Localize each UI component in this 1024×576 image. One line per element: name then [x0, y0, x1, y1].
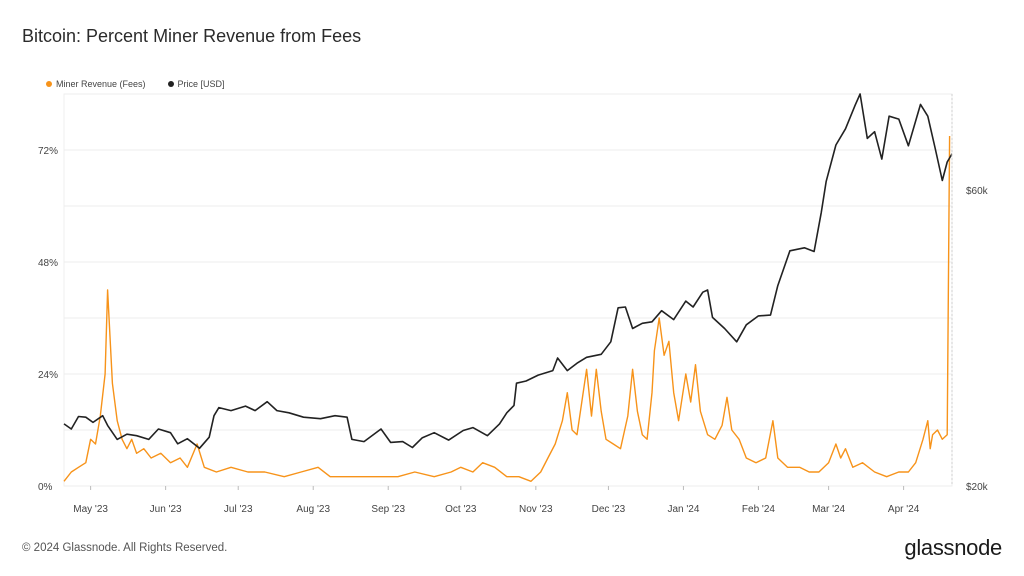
glassnode-logo: glassnode	[904, 535, 1002, 560]
page-title: Bitcoin: Percent Miner Revenue from Fees	[22, 26, 362, 46]
x-tick-label-4: Sep '23	[371, 504, 405, 515]
legend-item-price[interactable]: Price [USD]	[167, 79, 225, 89]
y-left-tick-label-3: 72%	[38, 146, 58, 157]
x-tick-label-11: Apr '24	[888, 504, 920, 515]
series-line-price	[63, 93, 953, 450]
x-tick-label-7: Dec '23	[592, 504, 626, 515]
x-tick-label-1: Jun '23	[150, 504, 182, 515]
y-right-tick-label-1: $60k	[966, 186, 989, 197]
y-left-tick-label-1: 24%	[38, 370, 58, 381]
legend-marker-fees	[46, 81, 52, 87]
legend-marker-price	[167, 81, 174, 87]
series-line-fees	[63, 135, 951, 482]
x-tick-label-8: Jan '24	[667, 504, 699, 515]
legend-label-price: Price [USD]	[177, 79, 225, 89]
copyright-text: © 2024 Glassnode. All Rights Reserved.	[22, 542, 228, 554]
chart-legend: Miner Revenue (Fees) Price [USD]	[46, 79, 225, 89]
plot-frame	[63, 93, 953, 487]
x-tick-label-6: Nov '23	[519, 504, 553, 515]
x-tick-label-9: Feb '24	[742, 504, 775, 515]
x-tick-label-5: Oct '23	[445, 504, 477, 515]
y-left-tick-label-2: 48%	[38, 258, 58, 269]
x-tick-label-3: Aug '23	[296, 504, 330, 515]
legend-item-fees[interactable]: Miner Revenue (Fees)	[46, 79, 146, 89]
x-tick-label-2: Jul '23	[224, 504, 253, 515]
y-left-tick-label-0: 0%	[38, 482, 53, 493]
x-tick-label-0: May '23	[73, 504, 108, 515]
y-right-tick-label-0: $20k	[966, 482, 989, 493]
x-tick-label-10: Mar '24	[812, 504, 845, 515]
legend-label-fees: Miner Revenue (Fees)	[56, 79, 146, 89]
